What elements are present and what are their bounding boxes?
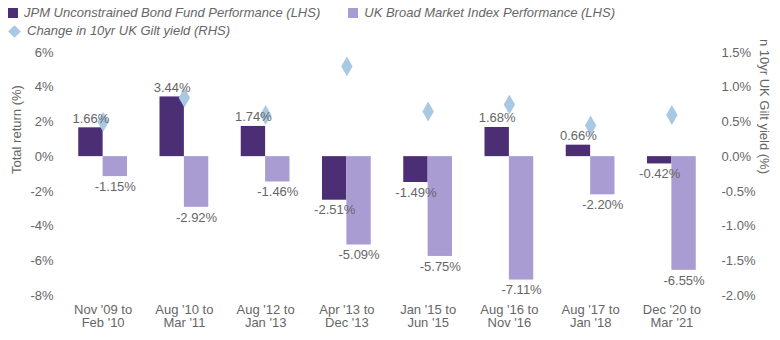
svg-text:-6%: -6% (30, 253, 54, 268)
svg-text:3.44%: 3.44% (154, 80, 191, 95)
svg-text:-7.11%: -7.11% (501, 282, 542, 297)
svg-text:Aug '10 toMar '11: Aug '10 toMar '11 (155, 302, 213, 330)
svg-text:-2%: -2% (30, 184, 54, 199)
svg-text:-6.55%: -6.55% (663, 273, 705, 288)
svg-text:-2.92%: -2.92% (176, 210, 218, 225)
svg-text:-0.42%: -0.42% (639, 166, 681, 181)
svg-text:-1.15%: -1.15% (95, 179, 137, 194)
html-text:JPM Unconstrained Bond Fund Pe: JPM Unconstrained Bond Fund Performance … (24, 5, 321, 20)
svg-text:6%: 6% (35, 45, 54, 60)
svg-text:-1.5%: -1.5% (722, 253, 756, 268)
svg-text:0.0%: 0.0% (722, 149, 752, 164)
svg-text:1.5%: 1.5% (722, 45, 752, 60)
svg-text:1.74%: 1.74% (235, 109, 272, 124)
svg-text:Total return (%): Total return (%) (9, 85, 24, 174)
svg-text:Jan '15 toJun '15: Jan '15 toJun '15 (400, 302, 456, 330)
svg-text:-1.49%: -1.49% (395, 185, 437, 200)
svg-text:4%: 4% (35, 79, 54, 94)
svg-text:0.66%: 0.66% (560, 128, 597, 143)
svg-text:-5.09%: -5.09% (338, 247, 380, 262)
svg-text:1.68%: 1.68% (479, 110, 516, 125)
svg-text:Aug '17 toJan '18: Aug '17 toJan '18 (562, 302, 620, 330)
svg-text:2%: 2% (35, 114, 54, 129)
svg-text:Change in 10yr UK Gilt yield (: Change in 10yr UK Gilt yield (%) (757, 40, 772, 174)
html-text:Change in 10yr UK Gilt yield (: Change in 10yr UK Gilt yield (RHS) (27, 23, 230, 38)
svg-text:0.5%: 0.5% (722, 114, 752, 129)
svg-text:-1.46%: -1.46% (257, 184, 299, 199)
svg-text:Aug '16 toNov '16: Aug '16 toNov '16 (480, 302, 538, 330)
svg-text:-2.20%: -2.20% (582, 197, 624, 212)
svg-text:-1.0%: -1.0% (722, 218, 756, 233)
svg-text:-4%: -4% (30, 218, 54, 233)
svg-text:Nov '09 toFeb '10: Nov '09 toFeb '10 (74, 302, 132, 330)
svg-text:Apr '13 toDec '13: Apr '13 toDec '13 (319, 302, 374, 330)
svg-text:Aug '12 toJan '13: Aug '12 toJan '13 (237, 302, 295, 330)
svg-text:0%: 0% (35, 149, 54, 164)
svg-text:1.0%: 1.0% (722, 79, 752, 94)
svg-text:-0.5%: -0.5% (722, 184, 756, 199)
svg-text:Dec '20 toMar '21: Dec '20 toMar '21 (643, 302, 701, 330)
svg-text:1.66%: 1.66% (73, 111, 110, 126)
svg-text:-2.0%: -2.0% (722, 288, 756, 303)
svg-text:-2.51%: -2.51% (314, 202, 356, 217)
html-text:UK Broad Market Index Performa: UK Broad Market Index Performance (LHS) (364, 5, 615, 20)
svg-text:-5.75%: -5.75% (420, 259, 462, 274)
svg-text:-8%: -8% (30, 288, 54, 303)
